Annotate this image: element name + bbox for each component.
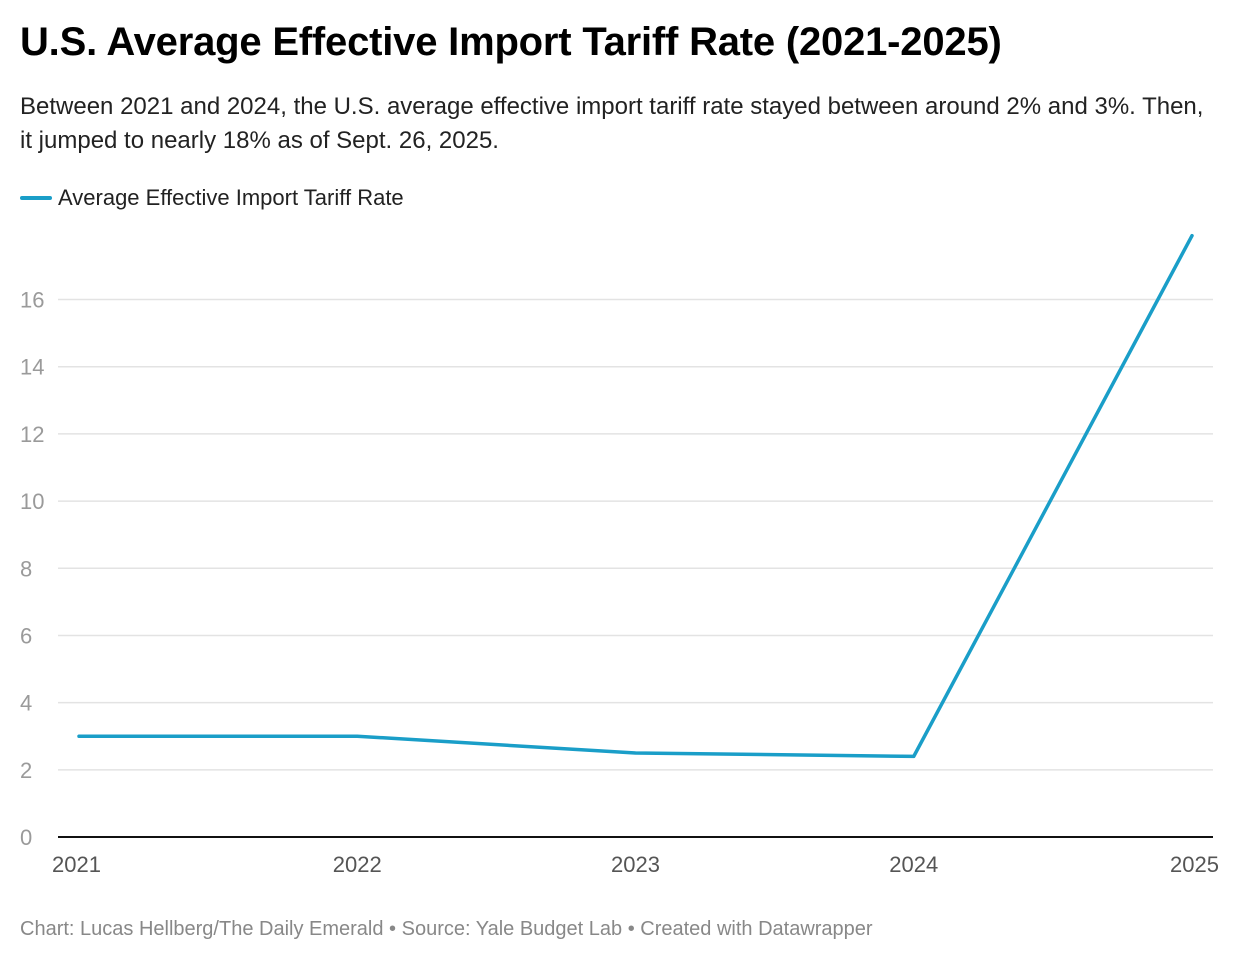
chart-footer: Chart: Lucas Hellberg/The Daily Emerald … [20, 918, 873, 940]
legend: Average Effective Import Tariff Rate [20, 185, 404, 211]
y-tick-label-4: 4 [20, 691, 32, 716]
x-tick-label-2022: 2022 [333, 852, 382, 877]
y-tick-label-8: 8 [20, 556, 32, 581]
x-axis-ticks: 2021 2022 2023 2024 2025 [52, 852, 1219, 877]
x-tick-label-2021: 2021 [52, 852, 101, 877]
y-tick-label-0: 0 [20, 825, 32, 850]
data-point-2024 [912, 754, 916, 758]
data-point-2022 [355, 734, 359, 738]
y-tick-label-2: 2 [20, 758, 32, 783]
data-point-2021 [77, 734, 81, 738]
gridlines [58, 298, 1213, 771]
data-point-2025 [1190, 234, 1194, 238]
legend-line-swatch [20, 196, 52, 200]
y-tick-label-14: 14 [20, 355, 44, 380]
y-tick-label-16: 16 [20, 288, 44, 313]
x-tick-label-2024: 2024 [889, 852, 938, 877]
chart-subtitle: Between 2021 and 2024, the U.S. average … [20, 93, 1204, 154]
series-line-0 [77, 233, 1194, 759]
y-tick-label-6: 6 [20, 623, 32, 648]
data-point-2023 [634, 751, 637, 755]
x-tick-label-2025: 2025 [1170, 852, 1219, 877]
y-axis-ticks: 0 2 4 6 8 10 12 14 16 [20, 288, 44, 851]
series-layer [77, 233, 1194, 759]
y-tick-label-12: 12 [20, 422, 44, 447]
line-chart: 0 2 4 6 8 10 12 14 16 2021 2022 2023 2024 2025 [20, 233, 1219, 877]
y-tick-label-10: 10 [20, 489, 44, 514]
x-tick-label-2023: 2023 [611, 852, 660, 877]
legend-label: Average Effective Import Tariff Rate [58, 185, 404, 210]
chart-title: U.S. Average Effective Import Tariff Rat… [20, 20, 1002, 64]
